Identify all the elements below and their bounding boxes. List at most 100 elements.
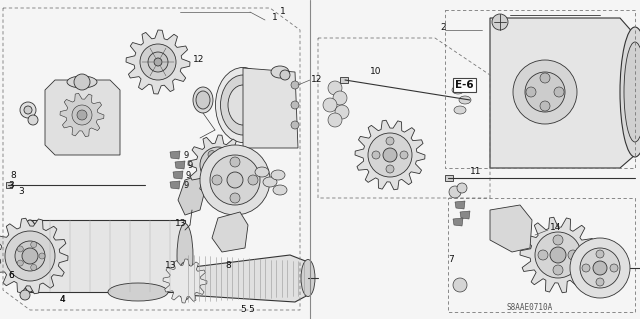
Circle shape [280, 70, 290, 80]
Circle shape [24, 106, 32, 114]
Circle shape [77, 110, 87, 120]
Text: 11: 11 [470, 167, 481, 176]
Circle shape [20, 290, 30, 300]
Circle shape [22, 248, 38, 264]
Text: E-6: E-6 [455, 80, 474, 90]
Polygon shape [212, 212, 248, 252]
Circle shape [208, 171, 216, 179]
Text: 9: 9 [186, 170, 191, 180]
Text: 4: 4 [60, 295, 66, 305]
Circle shape [212, 175, 222, 185]
Ellipse shape [108, 283, 168, 301]
Bar [6, 182, 12, 188]
Text: 8: 8 [225, 261, 231, 270]
Ellipse shape [193, 87, 213, 113]
Circle shape [368, 133, 412, 177]
Text: 5: 5 [240, 306, 246, 315]
Text: 9: 9 [188, 160, 193, 169]
Ellipse shape [67, 76, 97, 88]
Circle shape [31, 264, 36, 271]
Circle shape [400, 151, 408, 159]
Circle shape [291, 81, 299, 89]
Circle shape [213, 160, 223, 170]
Ellipse shape [301, 259, 315, 296]
Circle shape [492, 14, 508, 30]
Text: 1: 1 [272, 13, 278, 23]
Circle shape [525, 72, 565, 112]
Polygon shape [60, 93, 104, 137]
Circle shape [291, 101, 299, 109]
Ellipse shape [454, 106, 466, 114]
Circle shape [200, 145, 270, 215]
Text: 13: 13 [165, 261, 177, 270]
Text: 12: 12 [311, 76, 323, 85]
Polygon shape [185, 255, 308, 302]
Circle shape [148, 52, 168, 72]
Circle shape [28, 115, 38, 125]
Circle shape [17, 260, 23, 266]
Text: 3: 3 [8, 181, 13, 189]
Ellipse shape [273, 185, 287, 195]
Circle shape [553, 265, 563, 275]
Ellipse shape [196, 91, 210, 109]
Circle shape [453, 278, 467, 292]
Circle shape [596, 250, 604, 258]
Circle shape [335, 105, 349, 119]
Ellipse shape [255, 167, 269, 177]
Circle shape [323, 98, 337, 112]
Circle shape [570, 238, 630, 298]
Circle shape [20, 102, 36, 118]
Circle shape [227, 172, 243, 188]
Circle shape [15, 241, 45, 271]
Polygon shape [173, 171, 183, 179]
Circle shape [230, 193, 240, 203]
Ellipse shape [620, 27, 640, 157]
Circle shape [248, 175, 258, 185]
Circle shape [582, 264, 590, 272]
Polygon shape [170, 151, 180, 159]
Ellipse shape [177, 262, 193, 300]
Polygon shape [453, 218, 463, 226]
Polygon shape [490, 18, 635, 168]
Circle shape [383, 148, 397, 162]
Text: 7: 7 [448, 256, 454, 264]
Circle shape [5, 231, 55, 281]
Bar [445, 175, 453, 181]
Text: 6: 6 [8, 271, 13, 279]
Text: 13: 13 [175, 219, 186, 227]
Bar [30, 220, 185, 292]
Ellipse shape [624, 42, 640, 142]
Polygon shape [243, 68, 298, 148]
Circle shape [226, 161, 234, 169]
Text: S8AAE0710A: S8AAE0710A [507, 303, 553, 313]
Polygon shape [490, 205, 532, 252]
Circle shape [526, 87, 536, 97]
Circle shape [140, 44, 176, 80]
Polygon shape [520, 217, 596, 293]
Circle shape [568, 250, 578, 260]
Circle shape [72, 105, 92, 125]
Circle shape [386, 137, 394, 145]
Ellipse shape [263, 177, 277, 187]
Text: 2: 2 [440, 24, 445, 33]
Circle shape [449, 186, 461, 198]
Circle shape [230, 157, 240, 167]
Circle shape [580, 248, 620, 288]
Text: 5: 5 [248, 306, 253, 315]
Circle shape [535, 232, 581, 278]
Text: 12: 12 [193, 56, 204, 64]
Circle shape [593, 261, 607, 275]
Polygon shape [163, 259, 207, 303]
Circle shape [540, 101, 550, 111]
Text: 3: 3 [18, 188, 24, 197]
Ellipse shape [452, 86, 464, 94]
Circle shape [328, 81, 342, 95]
Text: 14: 14 [550, 224, 561, 233]
Circle shape [333, 91, 347, 105]
Circle shape [538, 250, 548, 260]
Circle shape [74, 74, 90, 90]
Text: 9: 9 [183, 151, 188, 160]
Circle shape [208, 151, 216, 159]
Circle shape [457, 183, 467, 193]
Polygon shape [460, 211, 470, 219]
